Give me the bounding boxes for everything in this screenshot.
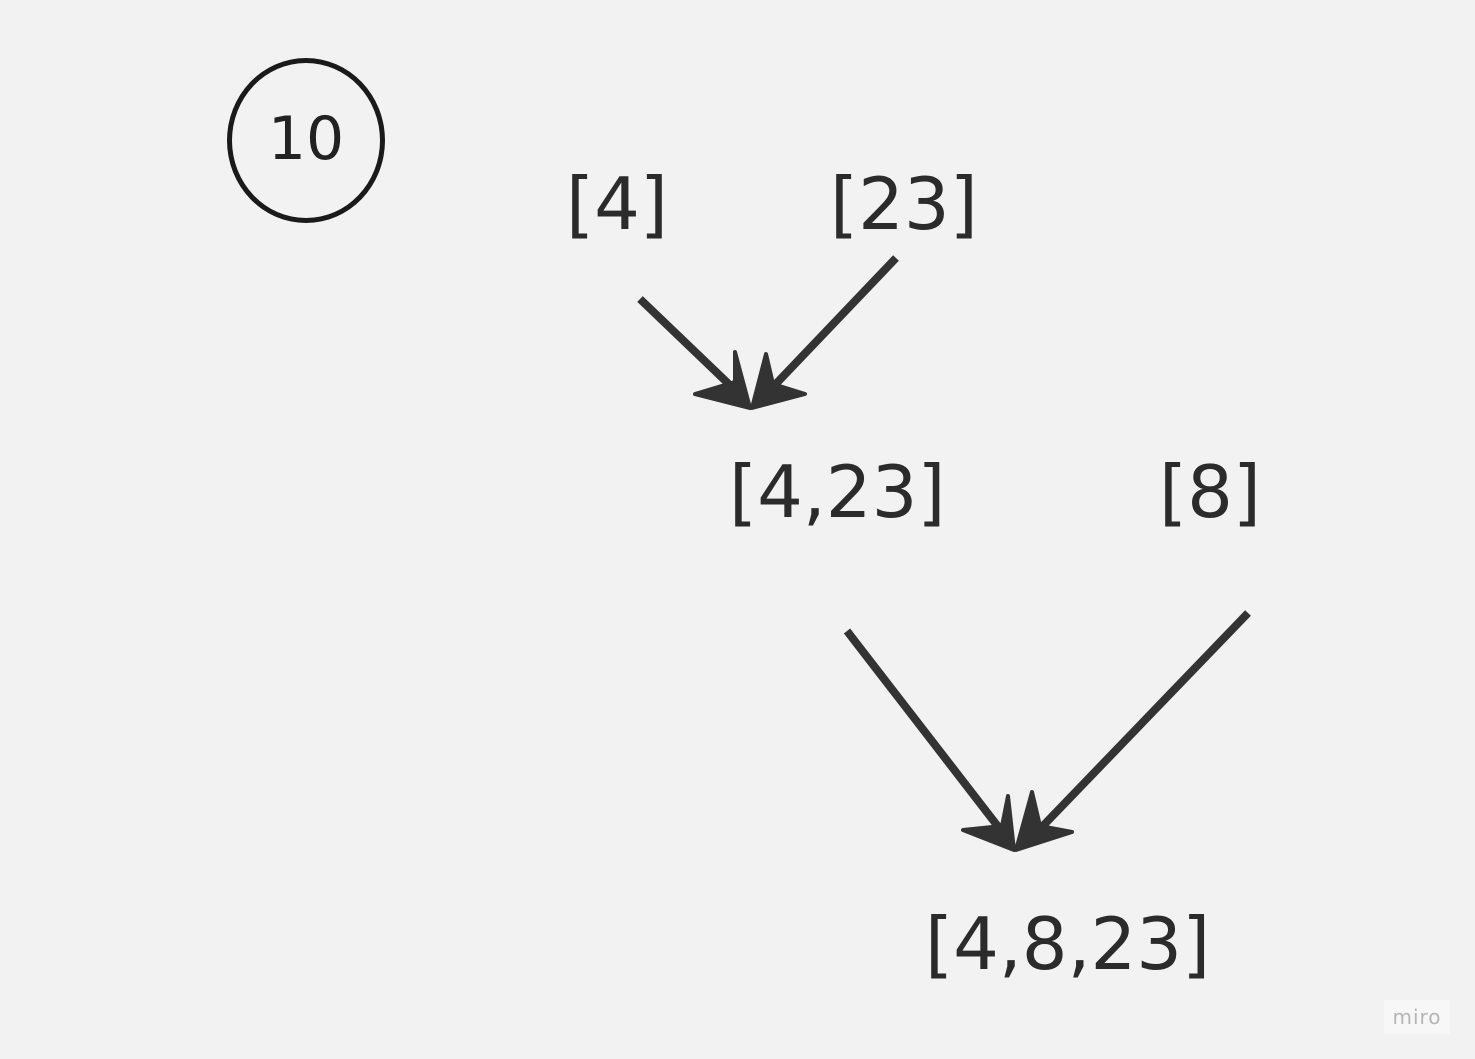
node-array-4: [4]: [566, 162, 668, 246]
step-number-badge: 10: [227, 58, 385, 223]
miro-watermark: miro: [1384, 1000, 1450, 1034]
step-number: 10: [267, 103, 345, 174]
arrow-8-to-4-8-23: [1014, 610, 1251, 852]
node-array-4-23: [4,23]: [729, 450, 946, 534]
node-array-23: [23]: [830, 162, 978, 246]
arrow-4-to-4-23: [637, 296, 752, 410]
node-array-8: [8]: [1159, 450, 1261, 534]
arrow-4-23-to-4-8-23: [843, 628, 1016, 852]
node-array-4-8-23: [4,8,23]: [925, 902, 1211, 986]
arrow-23-to-4-23: [750, 255, 899, 410]
